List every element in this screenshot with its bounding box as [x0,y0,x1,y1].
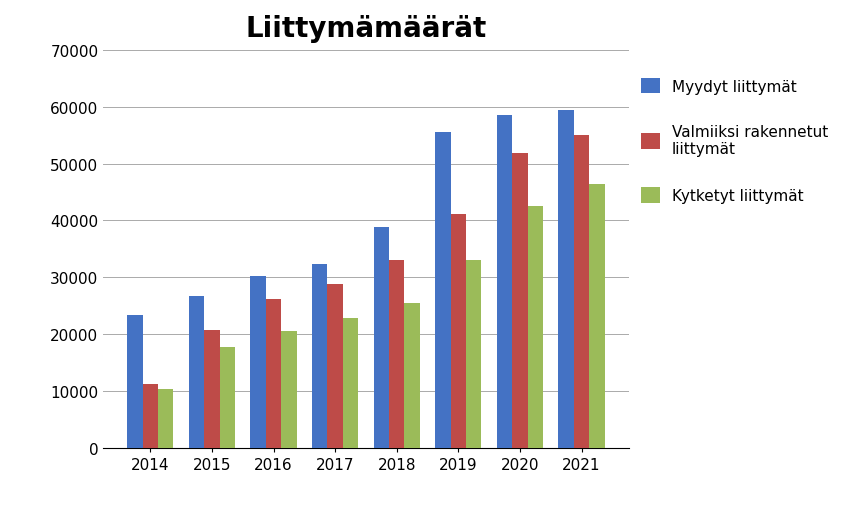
Bar [327,284,343,448]
Bar [282,331,297,448]
Bar [143,384,158,448]
Bar [435,133,450,448]
Bar [374,228,389,448]
Bar [312,265,327,448]
Bar [204,330,220,448]
Bar [528,207,543,448]
Bar [466,261,481,448]
Bar [251,276,266,448]
Bar [266,299,282,448]
Title: Liittymämäärät: Liittymämäärät [245,15,486,43]
Bar [450,215,466,448]
Bar [512,154,528,448]
Bar [158,389,173,448]
Bar [220,348,235,448]
Bar [343,318,358,448]
Bar [589,184,604,448]
Bar [573,136,589,448]
Legend: Myydyt liittymät, Valmiiksi rakennetut
liittymät, Kytketyt liittymät: Myydyt liittymät, Valmiiksi rakennetut l… [641,78,828,204]
Bar [127,315,143,448]
Bar [405,303,420,448]
Bar [497,116,512,448]
Bar [559,110,573,448]
Bar [189,296,204,448]
Bar [389,261,405,448]
